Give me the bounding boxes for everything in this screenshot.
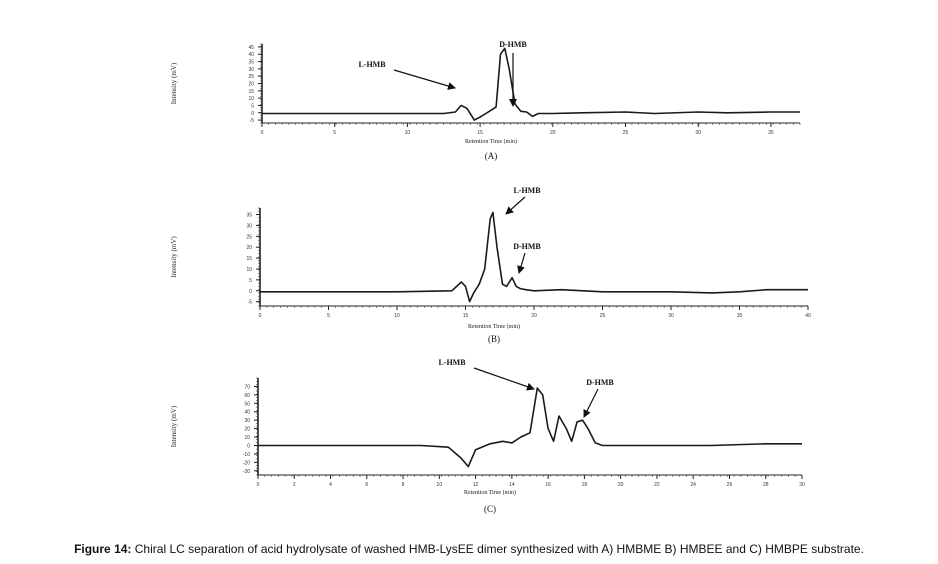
peak-annotation-arrow [583, 388, 599, 418]
chromatogram-trace [258, 387, 802, 468]
x-tick-label: 14 [509, 482, 515, 488]
y-tick-label: 20 [246, 245, 252, 251]
x-tick-label: 12 [473, 482, 479, 488]
x-tick-label: 30 [668, 313, 674, 319]
x-tick-label: 15 [463, 313, 469, 319]
y-axis-label: Intensity (mV) [170, 62, 178, 104]
y-tick-label: 25 [246, 234, 252, 240]
x-tick-label: 22 [654, 482, 660, 488]
peak-annotation-label: D-HMB [499, 40, 527, 49]
y-tick-label: 5 [251, 103, 254, 109]
peak-annotation-arrow [393, 69, 456, 90]
y-tick-label: -10 [243, 452, 250, 458]
chromatogram-trace [262, 47, 800, 121]
x-tick-label: 4 [329, 482, 332, 488]
x-tick-label: 40 [805, 313, 811, 319]
x-tick-label: 26 [727, 482, 733, 488]
x-axis-label: Retention Time (min) [465, 138, 517, 145]
x-tick-label: 0 [261, 130, 264, 136]
peak-annotation-arrow [473, 367, 535, 391]
peak-annotation-label: L-HMB [438, 358, 466, 367]
y-tick-label: -30 [243, 469, 250, 475]
y-tick-label: 25 [248, 74, 254, 80]
chart-panel-b: 0 5 10 15 20 25 30 35 40 -5 0 5 10 15 20 25 30 35 Intensit… [170, 186, 811, 344]
y-tick-label: 10 [248, 96, 254, 102]
figure-caption: Figure 14: Chiral LC separation of acid … [0, 542, 938, 556]
y-tick-label: 0 [249, 289, 252, 295]
y-tick-label: 30 [248, 67, 254, 73]
y-tick-label: 50 [244, 401, 250, 407]
panel-label: (A) [485, 151, 498, 161]
x-tick-label: 10 [405, 130, 411, 136]
y-tick-label: -20 [243, 460, 250, 466]
x-tick-label: 15 [477, 130, 483, 136]
y-tick-label: 45 [248, 45, 254, 51]
peak-annotation-arrow [505, 196, 526, 215]
x-tick-label: 25 [600, 313, 606, 319]
x-tick-label: 16 [545, 482, 551, 488]
panel-label: (C) [484, 504, 496, 514]
y-axis-label: Intensity (mV) [170, 236, 178, 278]
x-axis-label: Retention Time (min) [468, 323, 520, 330]
x-tick-label: 35 [768, 130, 774, 136]
y-tick-label: 35 [248, 60, 254, 66]
x-tick-label: 18 [582, 482, 588, 488]
x-tick-label: 25 [623, 130, 629, 136]
y-tick-label: 15 [248, 89, 254, 95]
y-tick-label: 60 [244, 393, 250, 399]
x-tick-label: 20 [550, 130, 556, 136]
y-tick-label: 35 [246, 213, 252, 219]
y-tick-label: 10 [246, 267, 252, 273]
y-tick-label: 0 [247, 443, 250, 449]
x-tick-label: 35 [737, 313, 743, 319]
x-tick-label: 0 [257, 482, 260, 488]
y-tick-label: 40 [244, 410, 250, 416]
panel-label: (B) [488, 334, 500, 344]
y-tick-label: 30 [244, 418, 250, 424]
x-tick-label: 0 [259, 313, 262, 319]
y-tick-label: 20 [248, 82, 254, 88]
x-tick-label: 30 [799, 482, 805, 488]
peak-annotation-label: D-HMB [586, 378, 614, 387]
y-tick-label: 0 [251, 111, 254, 117]
y-tick-label: 70 [244, 384, 250, 390]
figure-caption-text: Chiral LC separation of acid hydrolysate… [134, 542, 864, 556]
y-tick-label: 5 [249, 278, 252, 284]
peak-annotation-arrow [517, 252, 526, 274]
y-tick-label: -5 [250, 118, 255, 124]
peak-annotation-label: D-HMB [513, 242, 541, 251]
figure-caption-label: Figure 14: [74, 542, 132, 556]
x-tick-label: 30 [695, 130, 701, 136]
y-tick-label: -5 [248, 300, 253, 306]
x-tick-label: 28 [763, 482, 769, 488]
chromatogram-trace [260, 211, 808, 303]
x-tick-label: 10 [437, 482, 443, 488]
x-axis-label: Retention Time (min) [464, 489, 516, 496]
x-tick-label: 5 [327, 313, 330, 319]
x-tick-label: 8 [402, 482, 405, 488]
x-tick-label: 10 [394, 313, 400, 319]
y-tick-label: 15 [246, 256, 252, 262]
y-tick-label: 30 [246, 223, 252, 229]
chart-panel-c: 0 2 4 6 8 10 12 14 16 18 20 22 24 26 28 30-30-20-100102… [170, 358, 805, 514]
y-tick-label: 40 [248, 52, 254, 58]
x-tick-label: 20 [531, 313, 537, 319]
chart-panel-a: 0 5 10 15 20 25 30 35-5051015202530354045Intens… [170, 40, 801, 161]
peak-annotation-label: L-HMB [358, 60, 386, 69]
x-tick-label: 5 [333, 130, 336, 136]
x-tick-label: 2 [293, 482, 296, 488]
peak-annotation-label: L-HMB [513, 186, 541, 195]
x-tick-label: 24 [690, 482, 696, 488]
y-axis-label: Intensity (mV) [170, 405, 178, 447]
y-tick-label: 20 [244, 427, 250, 433]
x-tick-label: 6 [365, 482, 368, 488]
y-tick-label: 10 [244, 435, 250, 441]
x-tick-label: 20 [618, 482, 624, 488]
